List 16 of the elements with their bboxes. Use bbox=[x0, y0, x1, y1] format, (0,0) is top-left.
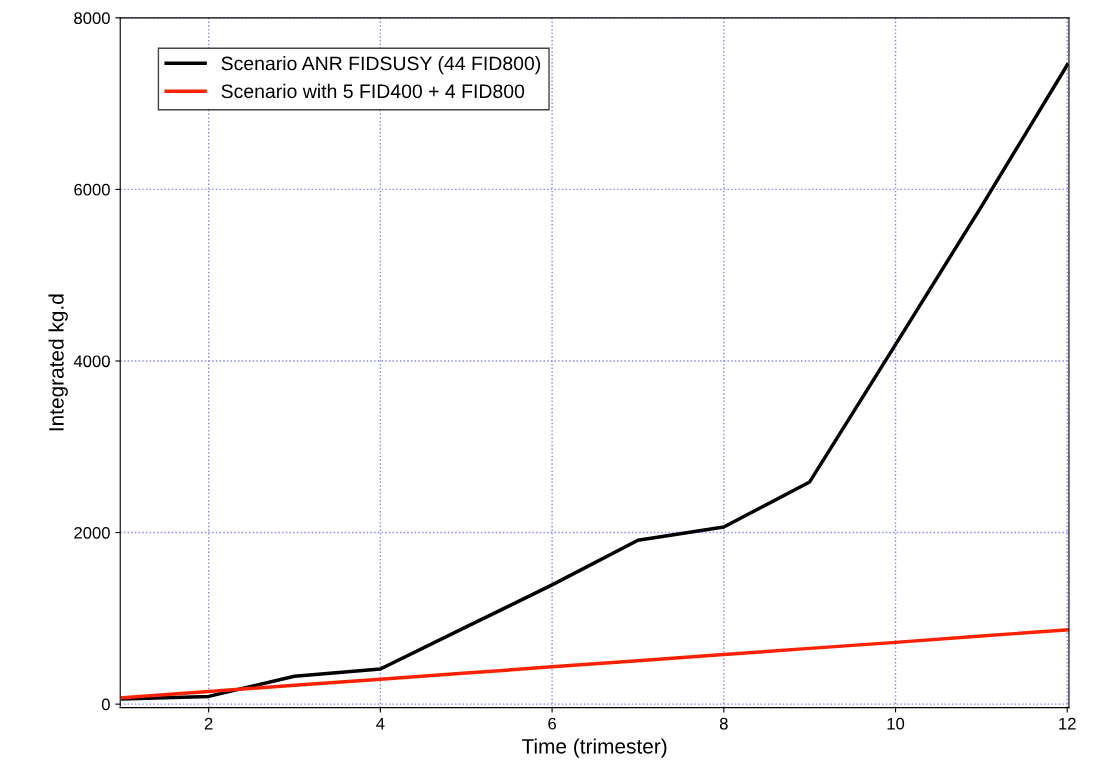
y-tick-label: 0 bbox=[101, 698, 110, 711]
x-tick-label: 2 bbox=[204, 717, 213, 730]
legend-label: Scenario ANR FIDSUSY (44 FID800) bbox=[221, 56, 541, 75]
legend-label: Scenario with 5 FID400 + 4 FID800 bbox=[221, 83, 525, 99]
line-series bbox=[121, 628, 1069, 700]
x-axis-title: Time (trimester) bbox=[521, 738, 667, 758]
x-tick-label: 4 bbox=[376, 717, 385, 730]
y-axis-title: Integrated kg.d bbox=[48, 294, 68, 431]
x-tick-label: 12 bbox=[1059, 717, 1076, 730]
y-tick-label: 6000 bbox=[74, 183, 110, 196]
x-tick-label: 10 bbox=[887, 717, 905, 730]
x-tick-label: 6 bbox=[548, 717, 556, 730]
y-tick-label: 2000 bbox=[74, 526, 110, 539]
y-tick-label: 4000 bbox=[73, 355, 110, 368]
y-tick-label: 8000 bbox=[74, 12, 110, 25]
x-tick-label: 8 bbox=[719, 717, 728, 730]
